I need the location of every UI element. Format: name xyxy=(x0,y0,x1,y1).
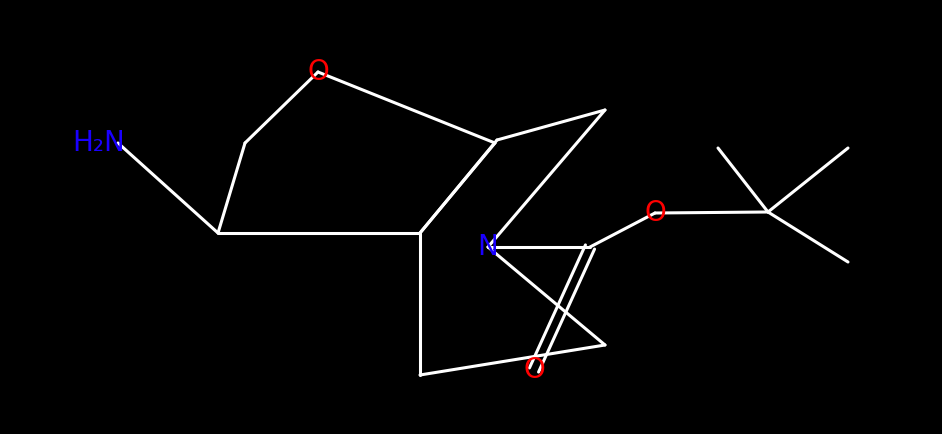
Text: O: O xyxy=(644,199,666,227)
Text: O: O xyxy=(307,58,329,86)
Text: H₂N: H₂N xyxy=(72,129,124,157)
Text: N: N xyxy=(478,233,498,261)
Text: O: O xyxy=(523,356,544,384)
